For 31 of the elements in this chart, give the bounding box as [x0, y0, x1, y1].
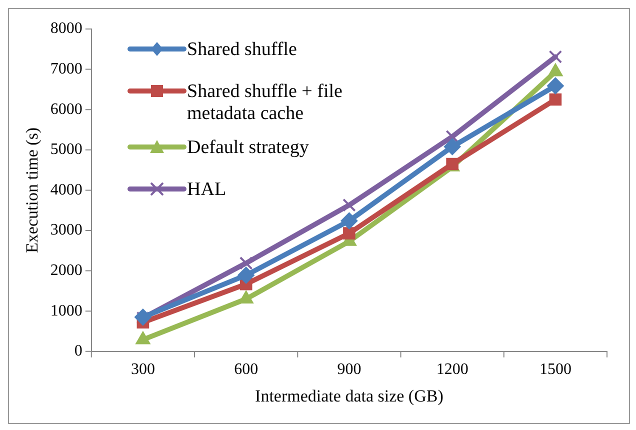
legend-label: Shared shuffle — [187, 39, 298, 61]
y-tick-label: 5000 — [50, 141, 82, 158]
y-tick-label: 4000 — [50, 181, 82, 198]
x-tick-label: 1200 — [436, 361, 468, 378]
legend-label: Default strategy — [187, 137, 310, 159]
point — [549, 93, 562, 106]
point — [342, 198, 356, 212]
point — [134, 308, 152, 326]
y-tick-label: 3000 — [50, 222, 82, 239]
point — [546, 77, 564, 94]
y-tick-label: 6000 — [50, 100, 82, 118]
point — [444, 138, 461, 156]
y-axis-title: Execution time (s) — [22, 127, 42, 253]
point — [239, 256, 253, 270]
x-tick-label: 900 — [337, 361, 362, 378]
point — [548, 50, 562, 64]
y-tick-label: 2000 — [50, 262, 82, 280]
legend-label: HAL — [187, 179, 228, 201]
x-tick-label: 600 — [234, 361, 258, 378]
y-tick-label: 8000 — [50, 20, 82, 38]
point — [446, 130, 459, 144]
point — [343, 227, 356, 240]
y-tick-label: 7000 — [50, 60, 82, 78]
x-axis-title: Intermediate data size (GB) — [255, 386, 444, 406]
point — [340, 212, 358, 230]
x-tick-label: 300 — [130, 361, 155, 378]
y-tick-label: 0 — [74, 342, 82, 360]
y-tick-label: 1000 — [50, 302, 82, 320]
x-tick-label: 1500 — [539, 361, 572, 378]
legend-label: Shared shuffle + file metadata cache — [187, 81, 344, 125]
point — [238, 266, 255, 284]
